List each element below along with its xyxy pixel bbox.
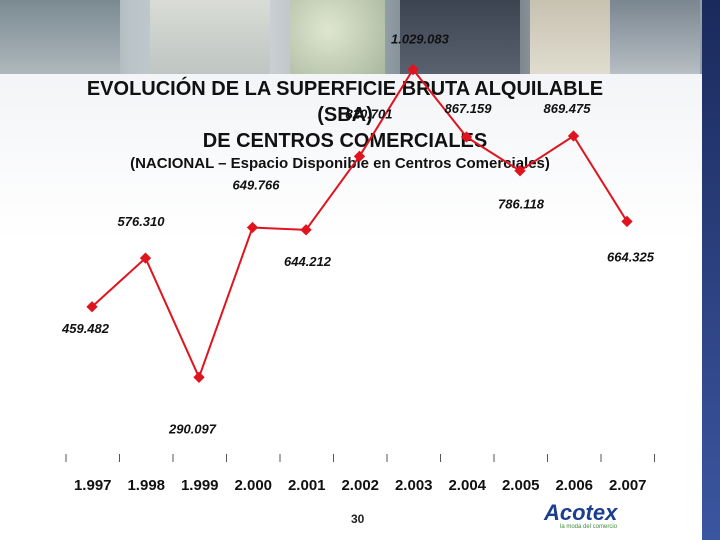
data-label: 786.118 [498, 197, 545, 212]
data-label: 869.475 [544, 101, 592, 116]
data-point-marker [567, 130, 580, 142]
logo-text: Acotex [544, 500, 618, 525]
data-label: 649.766 [233, 178, 281, 193]
data-label: 820.701 [346, 106, 393, 121]
page-number: 30 [351, 512, 365, 526]
slide-title: EVOLUCIÓN DE LA SUPERFICIE BRUTA ALQUILA… [86, 78, 604, 152]
acotex-logo: Acotex la moda del comercio [538, 500, 618, 532]
data-point-marker [300, 224, 312, 236]
data-point-marker [139, 252, 152, 264]
data-label: 664.325 [607, 249, 655, 264]
x-tick-label: 2.005 [502, 477, 540, 494]
data-label: 867.159 [445, 101, 493, 116]
data-label: 644.212 [284, 254, 332, 269]
x-tick-label: 2.006 [555, 477, 593, 494]
logo-subtext: la moda del comercio [560, 524, 618, 530]
slide-subtitle: (NACIONAL – Espacio Disponible en Centro… [130, 155, 550, 172]
data-point-marker [460, 131, 473, 143]
data-point-marker [246, 221, 259, 234]
data-label: 1.029.083 [391, 32, 450, 47]
right-accent-bar [702, 0, 720, 540]
data-label: 290.097 [168, 421, 217, 436]
banner-photo-fabric [400, 0, 520, 74]
banner-photo-shirts [150, 0, 270, 74]
x-tick-label: 2.002 [341, 477, 379, 494]
data-point-marker [621, 215, 633, 228]
banner-photo-buttons [290, 0, 385, 74]
x-tick-label: 1.999 [181, 477, 219, 494]
x-tick-label: 2.004 [448, 477, 486, 494]
x-tick-label: 2.000 [234, 477, 272, 494]
x-tick-label: 2.001 [288, 477, 326, 494]
data-label: 576.310 [118, 214, 166, 229]
banner-photo-store [610, 0, 700, 74]
data-label: 459.482 [61, 321, 110, 336]
data-point-marker [353, 150, 366, 162]
photo-banner [0, 0, 720, 74]
x-tick-label: 2.007 [609, 477, 647, 494]
data-point-marker [193, 371, 205, 383]
data-point-marker [514, 165, 526, 177]
banner-photo-clothing-racks [0, 0, 120, 74]
banner-photo-model [530, 0, 610, 74]
x-tick-label: 1.997 [74, 477, 112, 494]
x-tick-label: 1.998 [127, 477, 165, 494]
x-tick-label: 2.003 [395, 477, 433, 494]
